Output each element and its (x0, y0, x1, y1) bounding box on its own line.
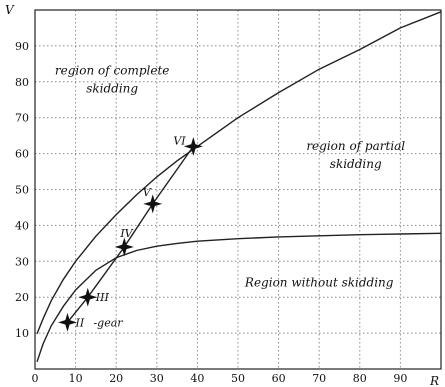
y-tick-label: 50 (15, 184, 29, 197)
x-tick-label: 10 (69, 372, 83, 385)
y-tick-label: 90 (15, 40, 29, 53)
x-tick-label: 70 (312, 372, 326, 385)
x-tick-label: 40 (190, 372, 204, 385)
region-annotations: region of complete skidding region of part… (55, 64, 405, 290)
gear-point: III (78, 287, 110, 307)
x-tick-label: 20 (109, 372, 123, 385)
gear-point: V (143, 186, 163, 214)
region-annotation: region of complete (55, 64, 169, 78)
y-tick-label: 60 (15, 148, 29, 161)
gear-point: VI (173, 134, 203, 156)
gear-point: II (58, 312, 85, 332)
plot-frame (34, 9, 442, 370)
region-annotation: skidding (86, 82, 138, 96)
x-tick-label: 60 (272, 372, 286, 385)
x-tick-label: 50 (231, 372, 245, 385)
gear-point-label: V (143, 186, 152, 199)
gear-point-label: II (74, 316, 84, 329)
series-line-1 (36, 11, 442, 335)
region-annotation: skidding (330, 157, 382, 171)
x-tick-label: 90 (393, 372, 407, 385)
y-tick-label: 40 (15, 219, 29, 232)
tick-labels: 0 10 20 30 40 50 60 70 80 90 10 20 30 40 50 60 70 80 90 (15, 40, 407, 385)
x-axis-label: R (429, 374, 439, 387)
x-tick-label: 80 (353, 372, 367, 385)
x-tick-label: 30 (150, 372, 164, 385)
gear-point-label: IV (119, 227, 133, 240)
region-annotation: region of partial (306, 139, 405, 153)
gear-point-marker (114, 237, 134, 257)
gear-label: -gear (93, 316, 123, 329)
y-tick-label: 20 (15, 291, 29, 304)
gear-point-label: VI (173, 134, 186, 147)
y-tick-label: 30 (15, 255, 29, 268)
y-axis-label: V (5, 3, 15, 17)
y-tick-label: 10 (15, 327, 29, 340)
region-annotation: Region without skidding (244, 275, 394, 289)
gear-point-marker (183, 136, 203, 156)
gear-point-label: III (95, 291, 110, 304)
x-tick-label: 0 (32, 372, 39, 385)
gear-point-marker (143, 194, 163, 214)
y-tick-label: 70 (15, 112, 29, 125)
gear-point-marker (78, 287, 98, 307)
gear-point-marker (58, 312, 77, 332)
series-line-2 (36, 232, 442, 363)
y-tick-label: 80 (15, 76, 29, 89)
gear-point: IV (114, 227, 134, 257)
